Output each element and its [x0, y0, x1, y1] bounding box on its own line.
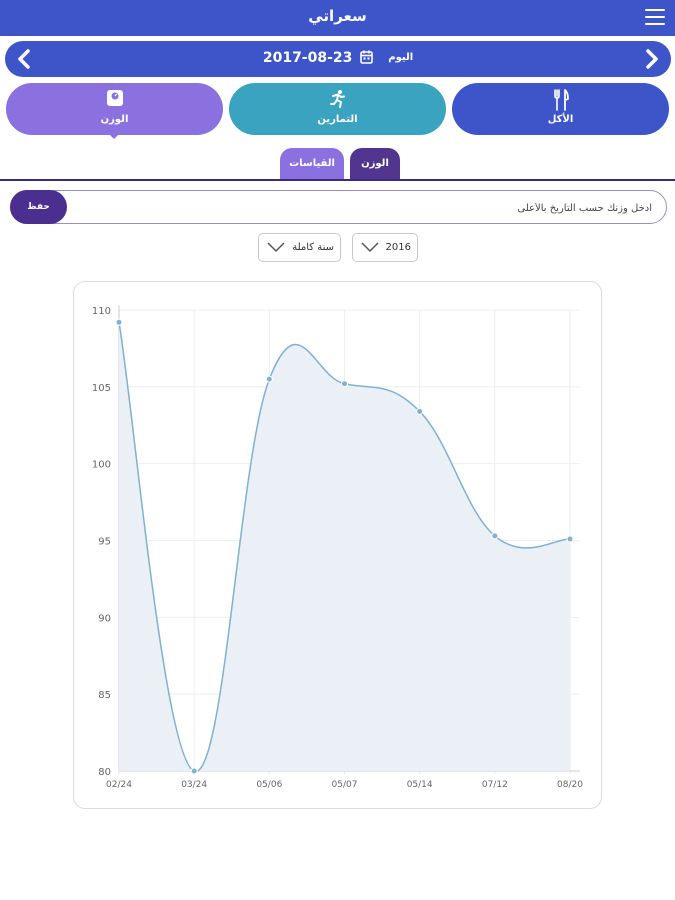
x-tick-label: 02/24	[106, 780, 132, 790]
y-tick-label: 100	[92, 460, 111, 471]
chevron-right-icon[interactable]	[639, 47, 663, 71]
date-display[interactable]: 2017-08-23 اليوم	[5, 50, 671, 68]
x-tick-label: 05/06	[256, 780, 282, 790]
data-point	[341, 380, 348, 388]
x-tick-label: 03/24	[181, 780, 207, 790]
weight-chart-card: 80 85 90 95 100 105 110 02/24 03/24 05/06 05/07 05/…	[73, 281, 602, 809]
chevron-left-icon[interactable]	[13, 47, 37, 71]
weight-series-line	[118, 322, 571, 772]
x-tick-label: 07/12	[482, 780, 508, 790]
tab-divider	[0, 179, 675, 181]
fork-knife-icon	[452, 89, 669, 111]
today-label: اليوم	[388, 52, 414, 63]
data-point	[491, 532, 499, 540]
date-navigation-bar: 2017-08-23 اليوم	[5, 41, 671, 77]
tab-weight[interactable]: الوزن	[350, 148, 400, 180]
y-tick-label: 110	[92, 306, 111, 317]
category-weight-label: الوزن	[100, 114, 129, 125]
tab-measurements[interactable]: القياسات	[280, 148, 344, 180]
data-point	[265, 375, 273, 383]
current-date: 2017-08-23	[262, 50, 353, 66]
year-select[interactable]: 2016	[352, 233, 418, 262]
category-food-label: الأكل	[547, 114, 574, 125]
category-food-button[interactable]: الأكل	[452, 83, 669, 135]
selected-category-pointer	[107, 132, 121, 139]
category-exercise-button[interactable]: التمارين	[229, 83, 446, 135]
x-tick-label: 05/07	[332, 780, 358, 790]
data-point	[566, 535, 574, 543]
running-icon	[229, 89, 446, 111]
x-tick-label: 05/14	[407, 780, 433, 790]
data-point	[190, 767, 198, 775]
weight-entry-row: حفظ	[10, 190, 667, 224]
scale-icon	[6, 89, 223, 111]
category-weight-button[interactable]: الوزن	[6, 83, 223, 135]
data-point	[416, 407, 424, 415]
x-tick-label: 08/20	[557, 780, 583, 790]
data-point	[115, 318, 123, 326]
year-select-value: 2016	[385, 242, 411, 253]
range-select-value: سنة كاملة	[292, 242, 334, 253]
y-tick-label: 95	[98, 537, 111, 548]
save-button[interactable]: حفظ	[10, 190, 67, 224]
weight-input[interactable]	[71, 198, 652, 218]
range-select[interactable]: سنة كاملة	[258, 233, 341, 262]
category-exercise-label: التمارين	[317, 114, 358, 125]
chevron-down-icon	[267, 242, 285, 256]
y-tick-label: 90	[98, 613, 111, 624]
y-tick-label: 105	[92, 383, 111, 394]
hamburger-menu-icon[interactable]	[645, 9, 665, 27]
chevron-down-icon	[361, 242, 379, 256]
weight-chart: 80 85 90 95 100 105 110 02/24 03/24 05/06 05/07 05/…	[92, 305, 583, 790]
app-title: سعراتي	[308, 7, 367, 25]
y-tick-label: 80	[98, 767, 111, 778]
calendar-icon	[360, 50, 374, 68]
y-tick-label: 85	[98, 690, 111, 701]
app-bar: سعراتي	[0, 0, 675, 36]
weight-area-fill	[119, 322, 570, 772]
